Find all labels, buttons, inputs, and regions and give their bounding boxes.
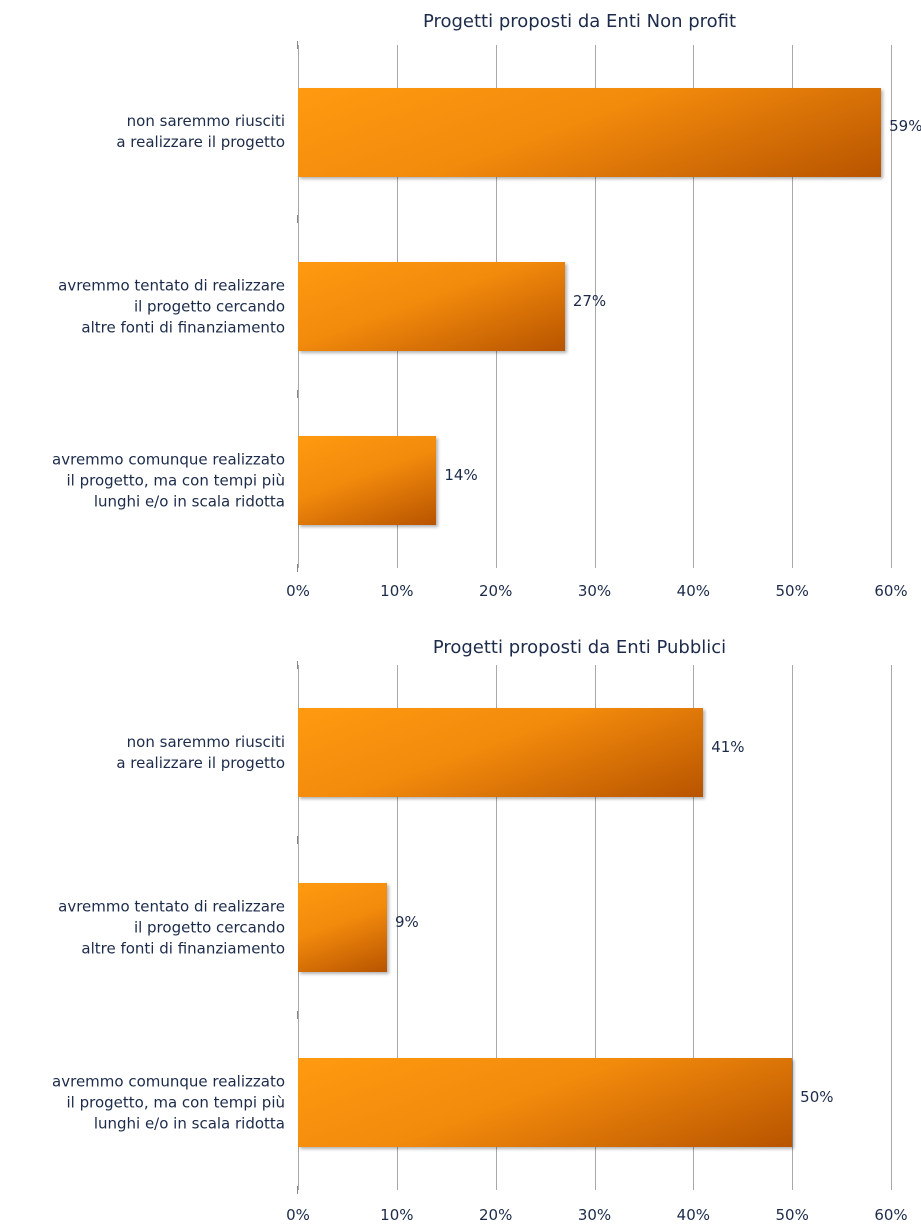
- bar: [298, 882, 387, 973]
- grid-line: [693, 45, 695, 568]
- axis-tick: [297, 1011, 298, 1019]
- x-tick-label: 0%: [286, 582, 310, 600]
- x-tick-label: 40%: [676, 1206, 710, 1224]
- axis-tick: [297, 41, 298, 49]
- x-tick-label: 10%: [380, 582, 414, 600]
- axis-tick: [297, 836, 298, 844]
- bar: [298, 707, 704, 798]
- grid-line: [891, 45, 892, 568]
- bar: [298, 262, 565, 351]
- x-tick-label: 60%: [874, 1206, 908, 1224]
- grid-line: [495, 665, 497, 1190]
- category-label: non saremmo riusciti a realizzare il pro…: [116, 112, 285, 152]
- value-label: 14%: [444, 465, 478, 484]
- grid-line: [891, 665, 892, 1190]
- x-tick-label: 60%: [874, 582, 908, 600]
- value-label: 41%: [711, 737, 745, 756]
- value-label: 59%: [889, 117, 921, 136]
- x-tick-label: 30%: [577, 582, 612, 600]
- grid-line: [396, 665, 398, 1190]
- x-tick-label: 50%: [775, 582, 809, 600]
- axis-tick: [297, 564, 298, 572]
- chart-title: Progetti proposti da Enti Non profit: [422, 11, 737, 32]
- axis-tick: [297, 1186, 298, 1194]
- x-tick-label: 10%: [380, 1206, 414, 1224]
- category-label: avremmo tentato di realizzare il progett…: [58, 276, 285, 336]
- grid-line: [594, 45, 596, 568]
- bar: [298, 87, 882, 177]
- x-tick-label: 20%: [478, 582, 513, 600]
- category-label: avremmo comunque realizzato il progetto,…: [52, 450, 285, 511]
- grid-line: [792, 45, 794, 568]
- category-label: non saremmo riusciti a realizzare il pro…: [116, 732, 285, 772]
- grid-line: [693, 665, 695, 1190]
- grid-line: [792, 665, 794, 1190]
- x-tick-label: 20%: [478, 1206, 513, 1224]
- axis-tick: [297, 389, 298, 398]
- value-label: 9%: [394, 912, 419, 931]
- value-label: 27%: [572, 291, 607, 310]
- x-tick-label: 40%: [676, 582, 710, 600]
- category-label: avremmo tentato di realizzare il progett…: [58, 897, 285, 957]
- bar: [298, 1057, 793, 1148]
- axis-tick: [297, 661, 298, 669]
- chart-title: Progetti proposti da Enti Pubblici: [432, 637, 727, 658]
- grid-line: [594, 665, 596, 1190]
- category-label: avremmo comunque realizzato il progetto,…: [52, 1072, 285, 1132]
- value-label: 50%: [800, 1087, 834, 1106]
- x-tick-label: 0%: [286, 1206, 310, 1224]
- x-tick-label: 30%: [577, 1206, 612, 1224]
- x-tick-label: 50%: [775, 1206, 809, 1224]
- axis-tick: [297, 215, 298, 224]
- bar: [298, 436, 437, 526]
